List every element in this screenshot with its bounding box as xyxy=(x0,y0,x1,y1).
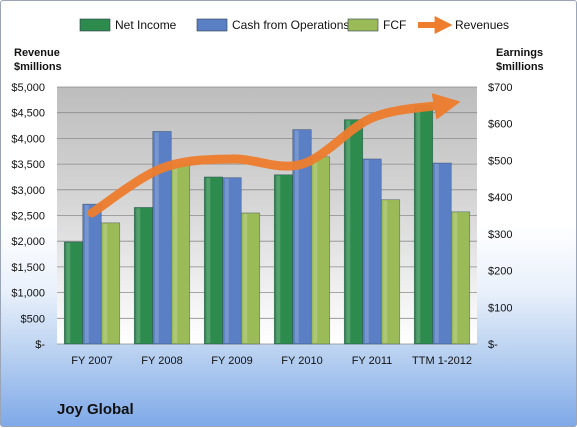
right-tick-label: $400 xyxy=(488,192,512,204)
revenue-line-path xyxy=(87,93,461,218)
bar-fcf xyxy=(310,156,331,345)
legend-swatch xyxy=(347,18,379,32)
right-tick-label: $200 xyxy=(488,266,512,278)
bar-cash-from-operations xyxy=(222,177,242,345)
legend-swatch xyxy=(79,18,111,32)
bar-cash-from-operations xyxy=(362,158,382,345)
left-tick-label: $1,500 xyxy=(11,262,45,274)
x-tick-label: FY 2007 xyxy=(71,355,112,367)
left-tick-label: $500 xyxy=(21,313,45,325)
bar-fcf xyxy=(450,211,471,345)
right-axis-title-line2: $millions xyxy=(496,61,544,73)
x-tick-label: TTM 1-2012 xyxy=(412,355,472,367)
bar-net-income xyxy=(203,176,224,345)
right-tick-label: $100 xyxy=(488,302,512,314)
x-tick-label: FY 2011 xyxy=(352,355,393,367)
right-tick-label: $500 xyxy=(488,155,512,167)
x-tick-label: FY 2009 xyxy=(211,355,252,367)
x-tick-label: FY 2008 xyxy=(141,355,182,367)
bar-fcf xyxy=(170,163,191,345)
right-tick-label: $700 xyxy=(488,82,512,94)
left-tick-label: $3,500 xyxy=(11,159,45,171)
bar-net-income xyxy=(343,119,364,345)
legend: Net Income Cash from Operations FCF Revenue… xyxy=(79,16,509,34)
bar-fcf xyxy=(100,222,121,345)
legend-swatch xyxy=(196,18,228,32)
x-axis-ticks: FY 2007 FY 2008 FY 2009 FY 2010 FY 2011 TTM 1… xyxy=(71,355,472,367)
legend-label: Revenues xyxy=(455,18,509,32)
bar-fcf xyxy=(380,199,401,345)
left-tick-label: $- xyxy=(35,339,45,351)
x-tick-label: FY 2010 xyxy=(281,355,322,367)
left-axis-title-line2: $millions xyxy=(14,61,62,73)
bar-series xyxy=(63,105,471,345)
legend-label: FCF xyxy=(383,18,406,32)
legend-item: FCF xyxy=(347,18,406,32)
left-tick-label: $5,000 xyxy=(11,82,45,94)
left-tick-label: $2,500 xyxy=(11,211,45,223)
legend-item: Cash from Operations xyxy=(196,18,349,32)
legend-item: Revenues xyxy=(418,16,509,34)
legend-label: Cash from Operations xyxy=(232,18,349,32)
left-axis-ticks: $- $500 $1,000 $1,500 $2,000 $2,500 $3,000 $3,5… xyxy=(11,82,45,351)
left-tick-label: $2,000 xyxy=(11,236,45,248)
bar-net-income xyxy=(413,105,434,345)
bar-net-income xyxy=(133,207,154,345)
bar-net-income xyxy=(273,174,294,345)
right-axis-ticks: $- $100 $200 $300 $400 $500 $600 $700 xyxy=(488,82,512,351)
legend-item: Net Income xyxy=(79,18,177,32)
right-tick-label: $- xyxy=(488,339,498,351)
revenue-line xyxy=(87,93,461,218)
left-tick-label: $3,000 xyxy=(11,185,45,197)
right-tick-label: $600 xyxy=(488,119,512,131)
bar-fcf xyxy=(240,212,261,345)
bar-cash-from-operations xyxy=(82,203,102,345)
right-tick-label: $300 xyxy=(488,229,512,241)
left-tick-label: $4,000 xyxy=(11,133,45,145)
left-axis-title-line1: Revenue xyxy=(14,47,60,59)
bar-cash-from-operations xyxy=(432,162,452,345)
left-tick-label: $1,000 xyxy=(11,288,45,300)
chart-title: Joy Global xyxy=(57,401,134,418)
bar-net-income xyxy=(63,241,84,345)
legend-label: Net Income xyxy=(115,18,177,32)
right-axis-title-line1: Earnings xyxy=(496,47,543,59)
left-tick-label: $4,500 xyxy=(11,108,45,120)
